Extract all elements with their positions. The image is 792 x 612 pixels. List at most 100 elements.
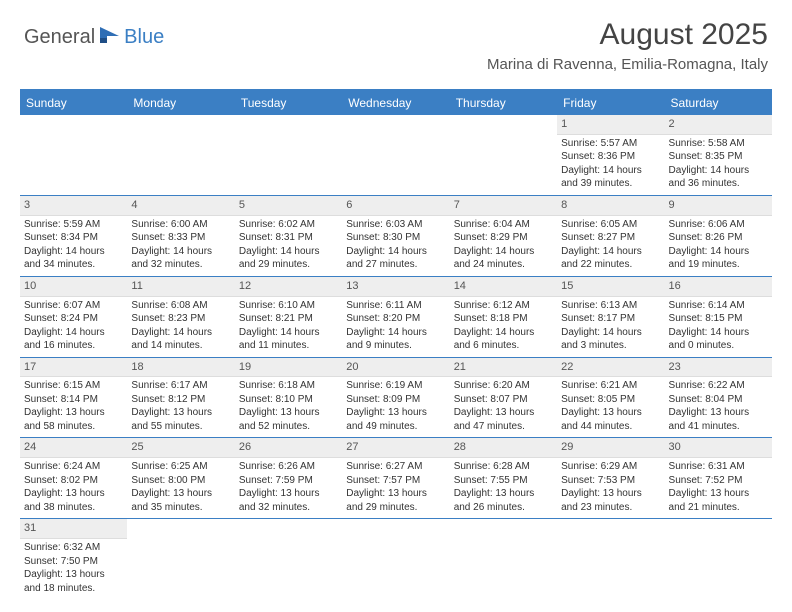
- day-cell: 17Sunrise: 6:15 AMSunset: 8:14 PMDayligh…: [20, 358, 127, 438]
- day-sunset: Sunset: 7:53 PM: [561, 474, 660, 488]
- day-cell: 14Sunrise: 6:12 AMSunset: 8:18 PMDayligh…: [450, 277, 557, 357]
- day-cell: 4Sunrise: 6:00 AMSunset: 8:33 PMDaylight…: [127, 196, 234, 276]
- day-cell-empty: [235, 519, 342, 599]
- day-daylight: Daylight: 14 hours and 27 minutes.: [346, 245, 445, 272]
- day-body: Sunrise: 6:08 AMSunset: 8:23 PMDaylight:…: [127, 297, 234, 357]
- day-sunset: Sunset: 8:23 PM: [131, 312, 230, 326]
- location-subtitle: Marina di Ravenna, Emilia-Romagna, Italy: [487, 56, 768, 73]
- day-cell: 11Sunrise: 6:08 AMSunset: 8:23 PMDayligh…: [127, 277, 234, 357]
- day-body: Sunrise: 6:29 AMSunset: 7:53 PMDaylight:…: [557, 458, 664, 518]
- week-row: 3Sunrise: 5:59 AMSunset: 8:34 PMDaylight…: [20, 196, 772, 277]
- title-block: August 2025 Marina di Ravenna, Emilia-Ro…: [487, 18, 768, 73]
- day-cell: 5Sunrise: 6:02 AMSunset: 8:31 PMDaylight…: [235, 196, 342, 276]
- day-sunrise: Sunrise: 6:12 AM: [454, 299, 553, 313]
- day-sunrise: Sunrise: 6:15 AM: [24, 379, 123, 393]
- day-cell: 8Sunrise: 6:05 AMSunset: 8:27 PMDaylight…: [557, 196, 664, 276]
- day-sunset: Sunset: 8:20 PM: [346, 312, 445, 326]
- day-cell: 6Sunrise: 6:03 AMSunset: 8:30 PMDaylight…: [342, 196, 449, 276]
- header: General Blue August 2025 Marina di Raven…: [0, 0, 792, 79]
- day-sunset: Sunset: 8:35 PM: [669, 150, 768, 164]
- weekday-header: Tuesday: [235, 91, 342, 115]
- day-daylight: Daylight: 14 hours and 24 minutes.: [454, 245, 553, 272]
- day-sunset: Sunset: 8:33 PM: [131, 231, 230, 245]
- day-number: 16: [665, 277, 772, 297]
- day-sunrise: Sunrise: 6:18 AM: [239, 379, 338, 393]
- day-body: Sunrise: 6:15 AMSunset: 8:14 PMDaylight:…: [20, 377, 127, 437]
- day-body: Sunrise: 6:03 AMSunset: 8:30 PMDaylight:…: [342, 216, 449, 276]
- day-cell: 18Sunrise: 6:17 AMSunset: 8:12 PMDayligh…: [127, 358, 234, 438]
- day-cell: 12Sunrise: 6:10 AMSunset: 8:21 PMDayligh…: [235, 277, 342, 357]
- day-cell: 16Sunrise: 6:14 AMSunset: 8:15 PMDayligh…: [665, 277, 772, 357]
- day-cell-empty: [342, 519, 449, 599]
- day-daylight: Daylight: 14 hours and 39 minutes.: [561, 164, 660, 191]
- day-sunset: Sunset: 8:05 PM: [561, 393, 660, 407]
- day-daylight: Daylight: 13 hours and 23 minutes.: [561, 487, 660, 514]
- day-number: 1: [557, 115, 664, 135]
- day-cell-empty: [127, 115, 234, 195]
- day-sunset: Sunset: 7:59 PM: [239, 474, 338, 488]
- day-daylight: Daylight: 14 hours and 6 minutes.: [454, 326, 553, 353]
- day-body: Sunrise: 6:28 AMSunset: 7:55 PMDaylight:…: [450, 458, 557, 518]
- day-cell: 23Sunrise: 6:22 AMSunset: 8:04 PMDayligh…: [665, 358, 772, 438]
- day-sunset: Sunset: 8:04 PM: [669, 393, 768, 407]
- day-number: 21: [450, 358, 557, 378]
- day-number: 6: [342, 196, 449, 216]
- day-daylight: Daylight: 13 hours and 44 minutes.: [561, 406, 660, 433]
- day-sunrise: Sunrise: 6:06 AM: [669, 218, 768, 232]
- day-sunrise: Sunrise: 6:21 AM: [561, 379, 660, 393]
- logo-text-general: General: [24, 26, 95, 49]
- weekday-header-row: SundayMondayTuesdayWednesdayThursdayFrid…: [20, 91, 772, 115]
- day-daylight: Daylight: 13 hours and 47 minutes.: [454, 406, 553, 433]
- day-daylight: Daylight: 13 hours and 26 minutes.: [454, 487, 553, 514]
- day-body: Sunrise: 6:12 AMSunset: 8:18 PMDaylight:…: [450, 297, 557, 357]
- day-daylight: Daylight: 13 hours and 55 minutes.: [131, 406, 230, 433]
- day-body: Sunrise: 6:00 AMSunset: 8:33 PMDaylight:…: [127, 216, 234, 276]
- day-sunset: Sunset: 8:31 PM: [239, 231, 338, 245]
- week-row: 24Sunrise: 6:24 AMSunset: 8:02 PMDayligh…: [20, 438, 772, 519]
- day-body: Sunrise: 5:59 AMSunset: 8:34 PMDaylight:…: [20, 216, 127, 276]
- day-sunrise: Sunrise: 6:14 AM: [669, 299, 768, 313]
- day-sunrise: Sunrise: 6:28 AM: [454, 460, 553, 474]
- day-daylight: Daylight: 14 hours and 19 minutes.: [669, 245, 768, 272]
- week-row: 1Sunrise: 5:57 AMSunset: 8:36 PMDaylight…: [20, 115, 772, 196]
- day-body: Sunrise: 6:27 AMSunset: 7:57 PMDaylight:…: [342, 458, 449, 518]
- day-daylight: Daylight: 13 hours and 21 minutes.: [669, 487, 768, 514]
- day-sunset: Sunset: 8:30 PM: [346, 231, 445, 245]
- day-cell: 13Sunrise: 6:11 AMSunset: 8:20 PMDayligh…: [342, 277, 449, 357]
- day-sunrise: Sunrise: 6:24 AM: [24, 460, 123, 474]
- day-sunrise: Sunrise: 6:22 AM: [669, 379, 768, 393]
- day-sunrise: Sunrise: 6:08 AM: [131, 299, 230, 313]
- logo: General Blue: [24, 18, 164, 49]
- day-sunrise: Sunrise: 5:59 AM: [24, 218, 123, 232]
- day-sunrise: Sunrise: 6:26 AM: [239, 460, 338, 474]
- day-body: Sunrise: 6:24 AMSunset: 8:02 PMDaylight:…: [20, 458, 127, 518]
- weekday-header: Thursday: [450, 91, 557, 115]
- day-cell: 10Sunrise: 6:07 AMSunset: 8:24 PMDayligh…: [20, 277, 127, 357]
- day-body: Sunrise: 6:22 AMSunset: 8:04 PMDaylight:…: [665, 377, 772, 437]
- day-sunset: Sunset: 8:10 PM: [239, 393, 338, 407]
- day-cell-empty: [450, 519, 557, 599]
- day-sunset: Sunset: 8:15 PM: [669, 312, 768, 326]
- day-sunrise: Sunrise: 6:02 AM: [239, 218, 338, 232]
- day-cell: 19Sunrise: 6:18 AMSunset: 8:10 PMDayligh…: [235, 358, 342, 438]
- day-cell: 28Sunrise: 6:28 AMSunset: 7:55 PMDayligh…: [450, 438, 557, 518]
- weekday-header: Friday: [557, 91, 664, 115]
- day-sunset: Sunset: 8:27 PM: [561, 231, 660, 245]
- day-daylight: Daylight: 14 hours and 36 minutes.: [669, 164, 768, 191]
- day-sunrise: Sunrise: 6:10 AM: [239, 299, 338, 313]
- day-number: 11: [127, 277, 234, 297]
- day-number: 25: [127, 438, 234, 458]
- day-sunrise: Sunrise: 6:31 AM: [669, 460, 768, 474]
- day-sunset: Sunset: 8:26 PM: [669, 231, 768, 245]
- day-number: 22: [557, 358, 664, 378]
- day-sunset: Sunset: 7:55 PM: [454, 474, 553, 488]
- day-sunset: Sunset: 8:24 PM: [24, 312, 123, 326]
- day-sunrise: Sunrise: 6:03 AM: [346, 218, 445, 232]
- day-sunset: Sunset: 8:09 PM: [346, 393, 445, 407]
- day-body: Sunrise: 6:26 AMSunset: 7:59 PMDaylight:…: [235, 458, 342, 518]
- day-body: Sunrise: 6:19 AMSunset: 8:09 PMDaylight:…: [342, 377, 449, 437]
- day-daylight: Daylight: 13 hours and 29 minutes.: [346, 487, 445, 514]
- day-body: Sunrise: 6:02 AMSunset: 8:31 PMDaylight:…: [235, 216, 342, 276]
- day-sunset: Sunset: 8:21 PM: [239, 312, 338, 326]
- day-cell-empty: [665, 519, 772, 599]
